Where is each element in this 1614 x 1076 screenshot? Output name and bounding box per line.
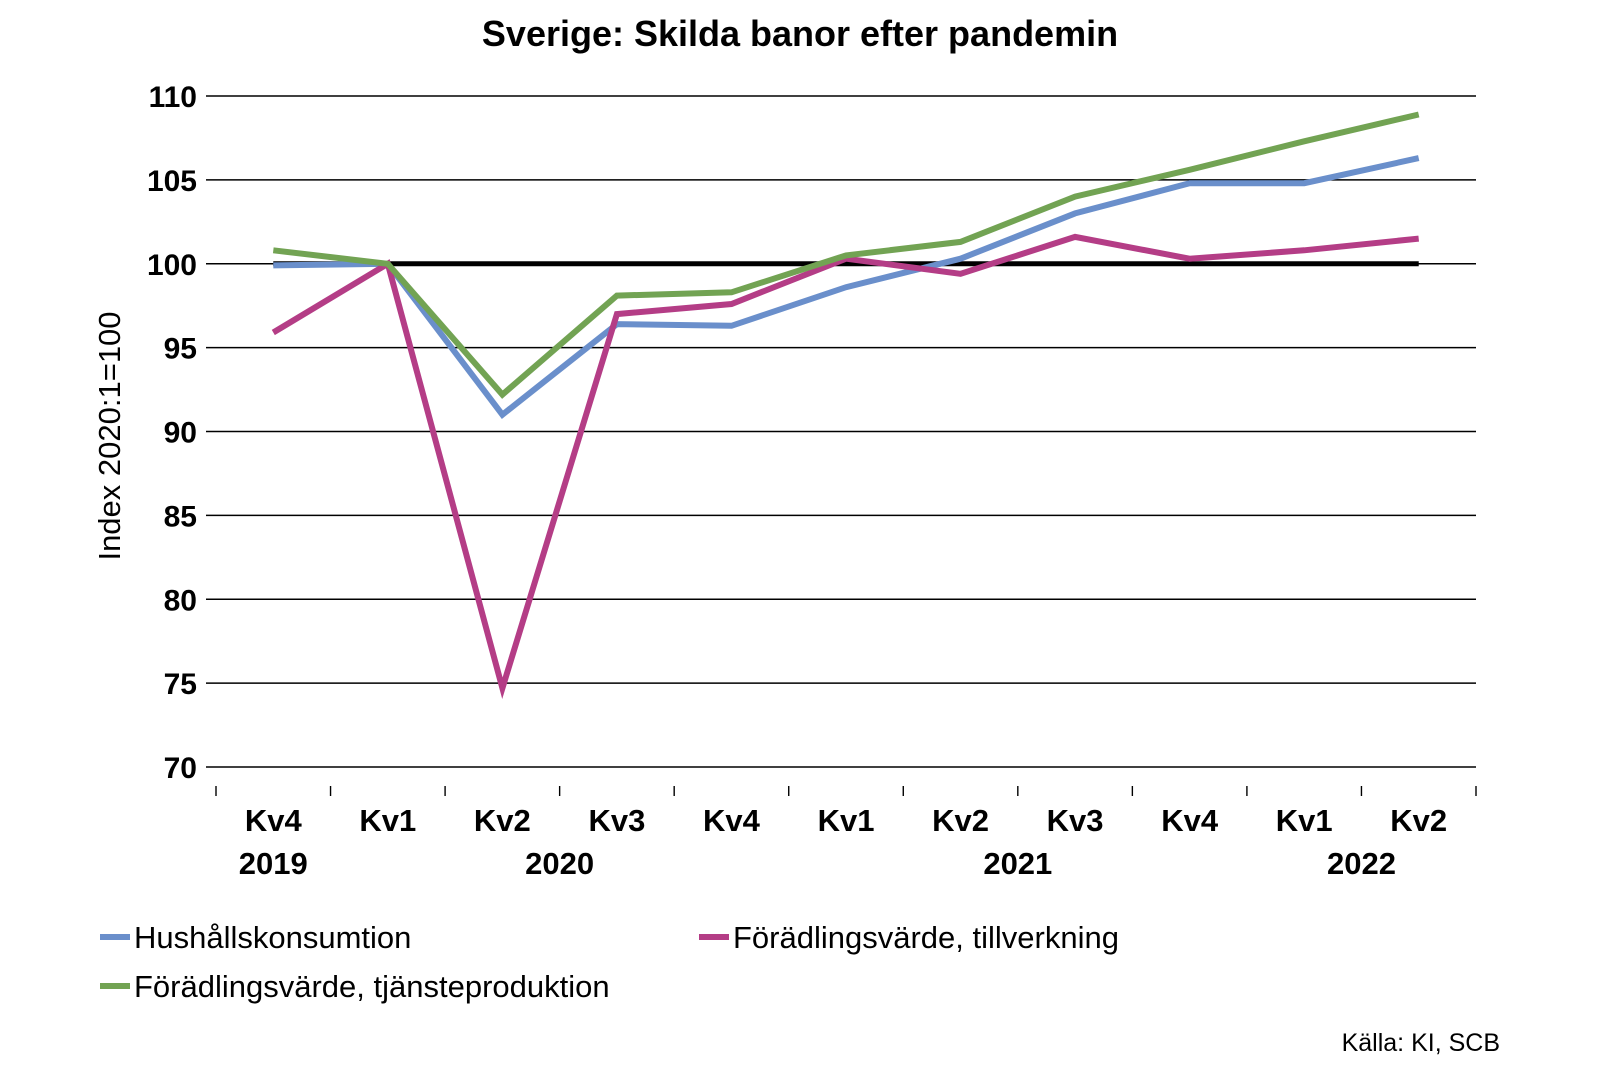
x-axis: Kv4 Kv1 Kv2 Kv3 Kv4 Kv1 Kv2 Kv3 Kv4 Kv1 Kv2 2019 202… bbox=[215, 786, 1477, 881]
year-label: 2020 bbox=[525, 846, 594, 881]
series-line bbox=[273, 155, 1420, 419]
x-tick-label: Kv4 bbox=[1161, 803, 1219, 838]
series-line bbox=[272, 111, 1420, 399]
y-tick-label: 70 bbox=[164, 752, 197, 785]
y-tick-label: 85 bbox=[164, 500, 197, 533]
y-tick-label: 95 bbox=[164, 333, 197, 366]
x-tick-label: Kv4 bbox=[703, 803, 761, 838]
gridlines bbox=[206, 95, 1476, 768]
x-tick-label: Kv3 bbox=[588, 803, 645, 838]
year-label: 2022 bbox=[1327, 846, 1396, 881]
y-tick-label: 100 bbox=[147, 249, 197, 282]
x-tick-label: Kv1 bbox=[818, 803, 875, 838]
legend-label: Förädlingsvärde, tjänsteproduktion bbox=[134, 969, 610, 1004]
x-tick-label: Kv4 bbox=[245, 803, 303, 838]
legend: Hushållskonsumtion Förädlingsvärde, tillv… bbox=[100, 920, 1119, 1004]
legend-label: Förädlingsvärde, tillverkning bbox=[733, 920, 1119, 955]
series-group bbox=[271, 111, 1420, 700]
chart-title: Sverige: Skilda banor efter pandemin bbox=[482, 13, 1118, 54]
x-tick-label: Kv3 bbox=[1047, 803, 1104, 838]
y-tick-label: 90 bbox=[164, 417, 197, 450]
x-tick-label: Kv1 bbox=[1276, 803, 1333, 838]
x-tick-label: Kv2 bbox=[474, 803, 531, 838]
year-label: 2019 bbox=[239, 846, 308, 881]
y-tick-label: 110 bbox=[149, 81, 197, 114]
year-label: 2021 bbox=[983, 846, 1052, 881]
series-line bbox=[271, 233, 1420, 700]
x-tick-label: Kv2 bbox=[1390, 803, 1447, 838]
source-note: Källa: KI, SCB bbox=[1342, 1029, 1500, 1057]
legend-label: Hushållskonsumtion bbox=[134, 920, 411, 955]
y-axis-label: Index 2020:1=100 bbox=[92, 311, 127, 560]
y-tick-label: 75 bbox=[164, 668, 197, 701]
x-tick-label: Kv2 bbox=[932, 803, 989, 838]
y-axis-ticks: 110 105 100 95 90 85 80 75 70 bbox=[147, 81, 197, 785]
y-tick-label: 105 bbox=[147, 165, 197, 198]
y-tick-label: 80 bbox=[164, 584, 197, 617]
x-tick-label: Kv1 bbox=[359, 803, 416, 838]
